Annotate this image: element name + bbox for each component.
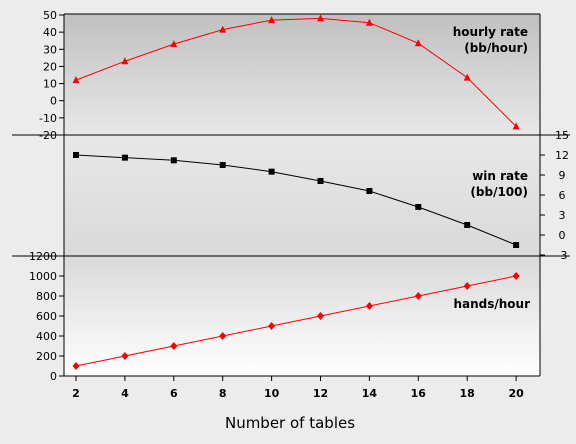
y-tick-label: 0 (50, 370, 57, 383)
data-point (170, 157, 177, 164)
x-tick-label: 14 (362, 387, 378, 400)
panel-title-line: (bb/100) (470, 185, 528, 199)
x-tick-label: 18 (460, 387, 475, 400)
y-tick-label: 1200 (29, 250, 57, 263)
series-line-hands (75, 275, 517, 367)
data-point (72, 76, 80, 84)
x-tick-label: 4 (121, 387, 129, 400)
data-point (512, 272, 520, 280)
y-tick-label: 0 (559, 229, 566, 242)
data-point (121, 57, 129, 65)
data-point (170, 342, 178, 350)
x-tick-label: 20 (508, 387, 524, 400)
data-point (414, 292, 422, 300)
x-tick-label: 10 (264, 387, 280, 400)
data-point (219, 25, 227, 33)
data-point (365, 302, 373, 310)
panel-title-line: win rate (472, 169, 528, 183)
data-point (317, 14, 324, 22)
y-tick-label: 3 (559, 209, 566, 222)
series-line-hourly (75, 17, 517, 127)
panel-hourly: -20 -10 0 10 20 30 40 50 hourly rate (bb/hour) (39, 9, 528, 142)
y-tick-label: 10 (43, 78, 57, 91)
x-tick-label: 2 (72, 387, 80, 400)
y-tick-label: 9 (559, 169, 566, 182)
data-point (219, 162, 226, 168)
data-point (268, 16, 276, 24)
data-point (512, 122, 520, 130)
panel-bg-hands (64, 256, 540, 376)
data-point (72, 362, 80, 370)
data-point (464, 222, 471, 228)
data-point (463, 73, 471, 81)
y-tick-label: 1000 (29, 270, 57, 283)
y-tick-label: 15 (555, 129, 569, 142)
data-point (415, 204, 422, 210)
y-tick-label: 400 (36, 330, 57, 343)
panel-hands: 0 200 400 600 800 1000 1200 hands/hour (29, 250, 530, 383)
panel-title-line: hourly rate (453, 25, 528, 39)
data-point (365, 18, 373, 26)
y-tick-label: 6 (559, 189, 566, 202)
data-point (170, 40, 178, 48)
x-tick-label: 8 (219, 387, 227, 400)
data-point (219, 332, 227, 340)
panel-bg-hourly (64, 14, 540, 135)
x-ticks: 2 4 6 8 10 12 14 16 18 20 (72, 376, 524, 400)
data-point (73, 152, 79, 158)
x-tick-label: 16 (411, 387, 427, 400)
data-point (463, 282, 471, 290)
data-point (366, 188, 373, 194)
y-tick-label: 200 (36, 350, 57, 363)
x-axis-title: Number of tables (225, 414, 355, 432)
y-tick-label: 12 (555, 149, 569, 162)
x-tick-label: 12 (313, 387, 328, 400)
y-tick-label: 600 (36, 310, 57, 323)
y-tick-label: 0 (50, 95, 57, 108)
x-tick-label: 6 (170, 387, 178, 400)
panel-winrate: -3 0 3 6 9 12 15 win rate (bb/100) (73, 129, 569, 262)
panel-title-line: (bb/hour) (464, 41, 528, 55)
y-tick-label: 50 (43, 9, 57, 22)
y-tick-label: -10 (39, 112, 57, 125)
y-tick-label: 40 (43, 26, 57, 39)
y-tick-label: -3 (557, 249, 568, 262)
data-point (268, 168, 275, 175)
panel-dividers (12, 134, 570, 257)
plot-backgrounds (64, 14, 540, 376)
y-tick-label: -20 (39, 129, 57, 142)
data-point (513, 242, 520, 248)
data-point (268, 322, 276, 330)
data-point (121, 352, 129, 360)
data-point (414, 39, 422, 47)
data-point (317, 178, 324, 184)
y-tick-label: 30 (43, 43, 57, 56)
series-line-winrate (75, 154, 517, 246)
panel-title-line: hands/hour (453, 297, 530, 311)
panel-bg-winrate (64, 135, 540, 256)
y-tick-label: 800 (36, 290, 57, 303)
data-point (121, 154, 128, 161)
data-point (317, 312, 324, 320)
y-tick-label: 20 (43, 60, 57, 73)
